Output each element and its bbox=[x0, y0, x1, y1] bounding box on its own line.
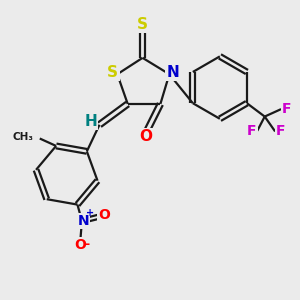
Text: O: O bbox=[98, 208, 110, 222]
Text: O: O bbox=[139, 129, 152, 144]
Text: O: O bbox=[74, 238, 86, 252]
Text: N: N bbox=[78, 214, 89, 228]
Text: F: F bbox=[276, 124, 285, 138]
Text: N: N bbox=[167, 65, 179, 80]
Text: F: F bbox=[282, 102, 292, 116]
Text: -: - bbox=[84, 238, 89, 251]
Text: +: + bbox=[86, 208, 94, 218]
Text: S: S bbox=[137, 17, 148, 32]
Text: F: F bbox=[247, 124, 257, 138]
Text: H: H bbox=[84, 114, 97, 129]
Text: CH₃: CH₃ bbox=[13, 132, 34, 142]
Text: S: S bbox=[107, 65, 118, 80]
